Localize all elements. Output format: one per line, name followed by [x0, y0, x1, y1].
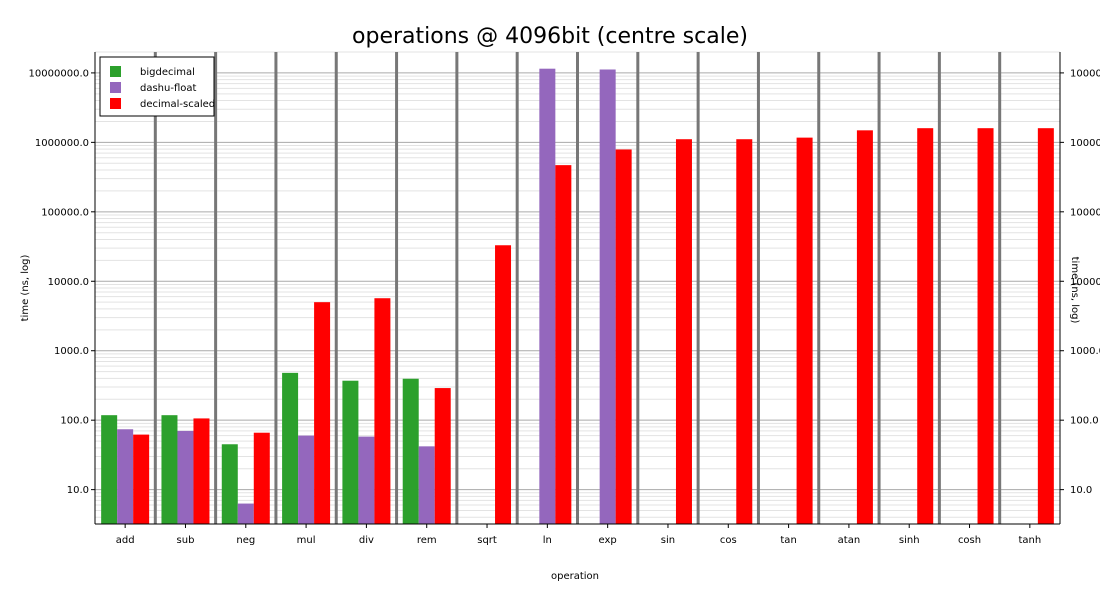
- bar-bigdecimal-div: [342, 380, 359, 524]
- bar-bigdecimal-neg: [221, 444, 238, 524]
- axes: [94, 52, 1061, 525]
- bar-dashu-float-add: [117, 429, 134, 524]
- bar-bigdecimal-add: [101, 415, 118, 524]
- bar-decimal-scaled-neg: [253, 432, 270, 524]
- bar-decimal-scaled-ln: [555, 165, 572, 524]
- bar-dashu-float-ln: [539, 68, 556, 525]
- y-tick-label-right: 10.0: [1070, 485, 1092, 496]
- x-tick-label: add: [116, 535, 135, 546]
- bar-dashu-float-rem: [418, 446, 435, 524]
- x-tick-label: sin: [661, 535, 675, 546]
- bar-bigdecimal-rem: [402, 378, 419, 524]
- bar-decimal-scaled-add: [133, 434, 150, 524]
- legend-swatch-decimal-scaled: [110, 98, 121, 109]
- x-tick-label: tanh: [1018, 535, 1041, 546]
- bar-decimal-scaled-atan: [856, 130, 873, 525]
- bar-decimal-scaled-cosh: [977, 128, 994, 524]
- y-tick-labels-left: 10.0 100.0 1000.0 10000.0 100000.0 1000000.0 1…: [29, 68, 95, 496]
- x-tick-labels: add sub neg mul div rem sqrt ln exp sin cos tan atan…: [116, 524, 1041, 546]
- chart-title: operations @ 4096bit (centre scale): [352, 24, 748, 49]
- y-tick-label-left: 10.0: [67, 485, 89, 496]
- bar-decimal-scaled-sin: [675, 139, 692, 524]
- x-tick-label: sinh: [899, 535, 920, 546]
- x-tick-label: exp: [599, 535, 617, 546]
- category-separators: [153, 52, 1002, 524]
- y-tick-label-left: 1000000.0: [35, 138, 89, 149]
- legend-swatch-dashu-float: [110, 82, 121, 93]
- bar-dashu-float-exp: [599, 69, 616, 524]
- legend-label-bigdecimal: bigdecimal: [140, 67, 195, 78]
- legend: bigdecimal dashu-float decimal-scaled: [99, 56, 215, 117]
- x-tick-label: cosh: [958, 535, 981, 546]
- x-tick-label: mul: [297, 535, 316, 546]
- y-tick-label-right: 1000.0: [1070, 346, 1100, 357]
- legend-swatch-bigdecimal: [110, 66, 121, 77]
- x-tick-label: cos: [720, 535, 737, 546]
- y-tick-label-right: 100000.0: [1070, 207, 1100, 218]
- y-tick-label-right: 10000000.0: [1070, 68, 1100, 79]
- bars: [101, 68, 1054, 525]
- y-tick-labels-right: 10.0 100.0 1000.0 10000.0 100000.0 1000000.0 1…: [1060, 68, 1100, 496]
- x-tick-label: ln: [543, 535, 552, 546]
- bar-bigdecimal-sub: [161, 415, 178, 524]
- y-axis-label-right: time (ns, log): [1069, 257, 1080, 324]
- x-tick-label: sqrt: [477, 535, 497, 546]
- y-tick-label-right: 1000000.0: [1070, 138, 1100, 149]
- y-tick-label-left: 100000.0: [41, 207, 89, 218]
- bar-decimal-scaled-cos: [736, 139, 753, 524]
- y-tick-label-left: 1000.0: [54, 346, 89, 357]
- y-axis-label-left: time (ns, log): [20, 255, 31, 322]
- x-tick-label: div: [359, 535, 374, 546]
- y-tick-label-right: 100.0: [1070, 416, 1099, 427]
- bar-decimal-scaled-sqrt: [495, 245, 512, 524]
- y-tick-label-left: 100.0: [60, 416, 89, 427]
- y-tick-label-left: 10000.0: [48, 277, 89, 288]
- bar-decimal-scaled-sub: [193, 418, 210, 524]
- x-tick-label: neg: [236, 535, 255, 546]
- x-tick-label: atan: [838, 535, 861, 546]
- bar-bigdecimal-mul: [282, 372, 299, 524]
- bar-dashu-float-mul: [298, 435, 315, 524]
- bar-dashu-float-div: [358, 436, 375, 524]
- x-tick-label: sub: [177, 535, 195, 546]
- x-tick-label: tan: [780, 535, 796, 546]
- x-tick-label: rem: [417, 535, 437, 546]
- bar-decimal-scaled-div: [374, 298, 391, 524]
- bar-decimal-scaled-sinh: [917, 128, 934, 524]
- bar-decimal-scaled-tan: [796, 137, 813, 524]
- bar-decimal-scaled-rem: [434, 388, 451, 524]
- bar-decimal-scaled-exp: [615, 149, 632, 524]
- bar-decimal-scaled-mul: [314, 302, 331, 524]
- legend-label-decimal-scaled: decimal-scaled: [140, 99, 215, 110]
- legend-label-dashu-float: dashu-float: [140, 83, 197, 94]
- bar-dashu-float-sub: [177, 430, 194, 524]
- bar-decimal-scaled-tanh: [1037, 128, 1054, 524]
- y-tick-label-right: 10000.0: [1070, 277, 1100, 288]
- bar-dashu-float-neg: [237, 503, 254, 524]
- x-axis-label: operation: [551, 571, 599, 582]
- y-tick-label-left: 10000000.0: [29, 68, 89, 79]
